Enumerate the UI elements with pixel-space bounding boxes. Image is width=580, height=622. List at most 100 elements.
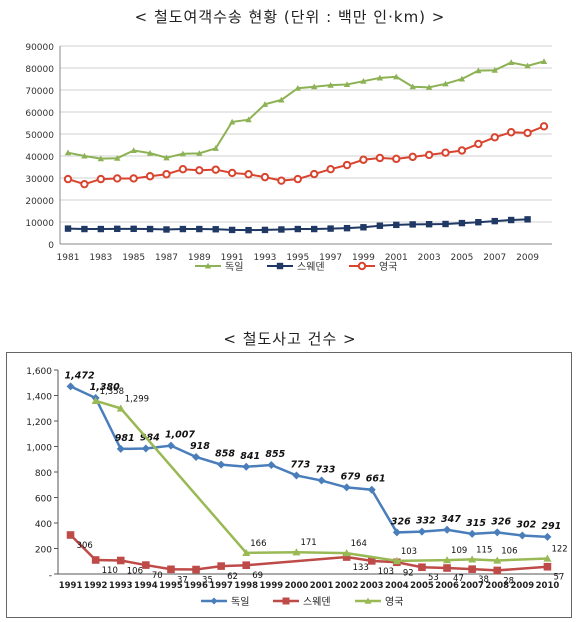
data-point	[244, 170, 253, 179]
y-tick-label: 0	[48, 241, 54, 251]
data-label: 70	[152, 571, 163, 581]
data-point	[327, 81, 334, 88]
series-line-2	[95, 399, 548, 563]
data-label: 326	[491, 516, 511, 527]
data-point	[359, 155, 368, 164]
data-point	[523, 128, 532, 138]
x-tick-label: 1997	[209, 581, 233, 591]
data-label: 57	[553, 573, 564, 583]
data-point	[539, 122, 549, 131]
data-point	[277, 176, 286, 185]
data-point	[543, 554, 552, 562]
data-label: 306	[77, 541, 93, 551]
data-point	[146, 149, 154, 156]
y-tick-label: 70000	[25, 87, 54, 97]
y-tick-label: 90000	[25, 43, 54, 53]
data-point	[116, 404, 125, 412]
data-label: 679	[341, 471, 361, 482]
data-point	[196, 225, 203, 233]
data-point	[91, 556, 100, 564]
data-point	[468, 529, 477, 538]
legend-label: 스웨덴	[303, 596, 331, 608]
data-point	[81, 152, 88, 159]
data-point	[491, 217, 498, 225]
data-point	[493, 566, 502, 575]
x-tick-label: 1985	[122, 253, 145, 263]
data-point	[490, 133, 499, 142]
data-point	[367, 485, 376, 494]
legend-label: 독일	[231, 596, 249, 608]
x-tick-label: 2007	[483, 253, 506, 263]
data-point	[97, 225, 105, 233]
legend-marker	[210, 597, 218, 605]
data-point	[326, 165, 335, 174]
x-tick-label: 1981	[57, 253, 80, 263]
data-point	[311, 83, 318, 90]
data-point	[146, 225, 154, 233]
data-point	[392, 556, 401, 565]
data-label: 171	[300, 538, 316, 548]
x-tick-label: 1993	[109, 581, 133, 591]
x-tick-label: 1989	[188, 253, 211, 263]
data-point	[524, 216, 531, 223]
data-point	[417, 527, 426, 536]
data-point	[468, 555, 477, 563]
x-tick-label: 2001	[310, 581, 334, 591]
data-point	[343, 224, 351, 232]
data-label: 47	[453, 574, 464, 584]
data-label: 106	[127, 566, 143, 576]
data-point	[424, 150, 434, 160]
data-point	[142, 561, 150, 569]
data-label: 302	[516, 519, 536, 530]
data-point	[278, 96, 285, 103]
data-point	[524, 62, 531, 69]
data-point	[116, 444, 125, 453]
data-label: 981	[115, 433, 135, 444]
data-label: 69	[252, 571, 263, 581]
x-tick-label: 1987	[155, 253, 178, 263]
x-tick-label: 2007	[460, 581, 484, 591]
y-tick-label: 1,400	[26, 393, 52, 403]
x-tick-label: 2008	[485, 581, 509, 591]
data-point	[278, 226, 285, 233]
data-point	[342, 549, 351, 557]
legend-marker	[282, 597, 290, 605]
series-line-0	[70, 385, 548, 539]
data-point	[360, 224, 367, 231]
y-tick-label: 30000	[25, 175, 54, 185]
data-point	[418, 563, 426, 572]
data-point	[441, 148, 450, 157]
data-label: 109	[451, 546, 467, 556]
data-point	[292, 471, 301, 480]
data-point	[245, 116, 252, 123]
x-tick-label: 1998	[234, 581, 258, 591]
data-point	[376, 74, 384, 81]
data-point	[129, 174, 138, 183]
data-point	[294, 85, 301, 91]
data-point	[242, 548, 251, 557]
data-label: 1,007	[165, 430, 195, 441]
data-point	[167, 565, 175, 574]
data-label: 1,472	[65, 370, 95, 381]
data-point	[217, 562, 225, 570]
x-tick-label: 2002	[335, 581, 359, 591]
data-point	[393, 221, 400, 229]
data-label: 1,299	[125, 394, 149, 404]
data-label: 347	[441, 514, 461, 525]
data-point	[443, 556, 452, 564]
data-point	[211, 165, 220, 174]
data-point	[261, 101, 269, 107]
data-point	[141, 444, 150, 453]
x-tick-label: 2005	[450, 253, 473, 263]
y-tick-label: 40000	[25, 153, 54, 163]
y-tick-label: 20000	[25, 197, 54, 207]
data-point	[261, 226, 269, 234]
x-tick-label: 2001	[385, 253, 408, 263]
data-point	[163, 226, 170, 233]
data-point	[458, 75, 466, 82]
data-point	[96, 174, 106, 184]
data-point	[227, 168, 237, 178]
passenger-chart-svg: 0 10000 20000 30000 40000 50000 60000 70000 8000…	[25, 43, 552, 273]
data-point	[540, 58, 548, 64]
data-point	[507, 216, 515, 224]
